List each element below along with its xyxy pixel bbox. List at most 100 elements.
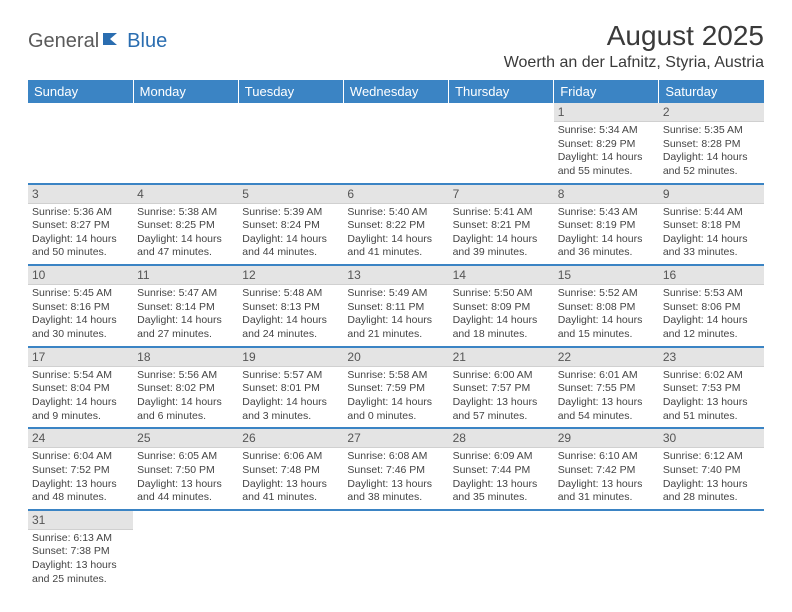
day-line: Sunrise: 6:10 AM [558, 450, 655, 464]
day-line: Sunset: 7:52 PM [32, 464, 129, 478]
day-line: and 54 minutes. [558, 410, 655, 424]
logo: General Blue [28, 20, 167, 53]
day-content: Sunrise: 6:09 AMSunset: 7:44 PMDaylight:… [449, 448, 554, 509]
day-line: and 33 minutes. [663, 246, 760, 260]
day-line: Sunset: 7:40 PM [663, 464, 760, 478]
calendar-day: 8Sunrise: 5:43 AMSunset: 8:19 PMDaylight… [554, 184, 659, 266]
day-line: Sunset: 8:13 PM [242, 301, 339, 315]
day-number: 6 [343, 185, 448, 204]
day-line: and 15 minutes. [558, 328, 655, 342]
calendar-week: 31Sunrise: 6:13 AMSunset: 7:38 PMDayligh… [28, 510, 764, 591]
day-line: Daylight: 14 hours [32, 233, 129, 247]
day-line: Daylight: 14 hours [242, 396, 339, 410]
day-line: Sunrise: 6:01 AM [558, 369, 655, 383]
day-line: and 27 minutes. [137, 328, 234, 342]
day-line: Daylight: 14 hours [558, 314, 655, 328]
day-line: Sunset: 8:18 PM [663, 219, 760, 233]
calendar-body: 1Sunrise: 5:34 AMSunset: 8:29 PMDaylight… [28, 103, 764, 590]
day-line: Sunset: 8:29 PM [558, 138, 655, 152]
location: Woerth an der Lafnitz, Styria, Austria [504, 54, 764, 72]
calendar-day: 24Sunrise: 6:04 AMSunset: 7:52 PMDayligh… [28, 428, 133, 510]
day-content: Sunrise: 5:49 AMSunset: 8:11 PMDaylight:… [343, 285, 448, 346]
calendar-day: 6Sunrise: 5:40 AMSunset: 8:22 PMDaylight… [343, 184, 448, 266]
day-line: Sunset: 7:48 PM [242, 464, 339, 478]
day-number: 29 [554, 429, 659, 448]
day-content: Sunrise: 5:41 AMSunset: 8:21 PMDaylight:… [449, 204, 554, 265]
day-number: 8 [554, 185, 659, 204]
logo-text-blue: Blue [127, 30, 167, 53]
day-line: Sunset: 8:14 PM [137, 301, 234, 315]
day-number: 26 [238, 429, 343, 448]
day-number: 4 [133, 185, 238, 204]
day-content: Sunrise: 5:53 AMSunset: 8:06 PMDaylight:… [659, 285, 764, 346]
day-content: Sunrise: 5:38 AMSunset: 8:25 PMDaylight:… [133, 204, 238, 265]
day-line: Sunset: 8:28 PM [663, 138, 760, 152]
day-line: Sunset: 7:53 PM [663, 382, 760, 396]
day-header: Friday [554, 80, 659, 103]
day-number: 17 [28, 348, 133, 367]
day-line: Sunrise: 5:57 AM [242, 369, 339, 383]
day-content: Sunrise: 5:45 AMSunset: 8:16 PMDaylight:… [28, 285, 133, 346]
day-line: Daylight: 14 hours [558, 151, 655, 165]
calendar-day: 20Sunrise: 5:58 AMSunset: 7:59 PMDayligh… [343, 347, 448, 429]
day-content: Sunrise: 5:43 AMSunset: 8:19 PMDaylight:… [554, 204, 659, 265]
day-line: Daylight: 14 hours [137, 233, 234, 247]
day-line: and 3 minutes. [242, 410, 339, 424]
day-line: Daylight: 14 hours [347, 233, 444, 247]
day-line: Daylight: 13 hours [663, 478, 760, 492]
day-line: Daylight: 14 hours [137, 314, 234, 328]
day-line: and 12 minutes. [663, 328, 760, 342]
day-line: Sunrise: 6:06 AM [242, 450, 339, 464]
day-line: Sunset: 7:42 PM [558, 464, 655, 478]
calendar-day-empty [238, 510, 343, 591]
day-line: and 41 minutes. [242, 491, 339, 505]
calendar-day: 21Sunrise: 6:00 AMSunset: 7:57 PMDayligh… [449, 347, 554, 429]
day-line: Sunset: 7:59 PM [347, 382, 444, 396]
day-line: Sunrise: 6:04 AM [32, 450, 129, 464]
day-line: Sunrise: 5:47 AM [137, 287, 234, 301]
day-line: Sunset: 8:16 PM [32, 301, 129, 315]
day-number: 3 [28, 185, 133, 204]
day-line: and 28 minutes. [663, 491, 760, 505]
day-content: Sunrise: 6:00 AMSunset: 7:57 PMDaylight:… [449, 367, 554, 428]
calendar-day: 15Sunrise: 5:52 AMSunset: 8:08 PMDayligh… [554, 265, 659, 347]
header: General Blue August 2025 Woerth an der L… [28, 20, 764, 72]
day-line: and 51 minutes. [663, 410, 760, 424]
day-content: Sunrise: 5:52 AMSunset: 8:08 PMDaylight:… [554, 285, 659, 346]
calendar-day: 7Sunrise: 5:41 AMSunset: 8:21 PMDaylight… [449, 184, 554, 266]
day-line: Daylight: 13 hours [558, 396, 655, 410]
day-number: 11 [133, 266, 238, 285]
day-line: Daylight: 14 hours [32, 314, 129, 328]
day-line: Sunrise: 5:35 AM [663, 124, 760, 138]
day-line: and 44 minutes. [242, 246, 339, 260]
day-content: Sunrise: 6:06 AMSunset: 7:48 PMDaylight:… [238, 448, 343, 509]
day-content: Sunrise: 5:39 AMSunset: 8:24 PMDaylight:… [238, 204, 343, 265]
calendar-day-empty [449, 510, 554, 591]
day-number: 9 [659, 185, 764, 204]
day-line: Sunrise: 5:41 AM [453, 206, 550, 220]
day-content: Sunrise: 6:04 AMSunset: 7:52 PMDaylight:… [28, 448, 133, 509]
day-header: Monday [133, 80, 238, 103]
day-number: 20 [343, 348, 448, 367]
day-line: Sunrise: 5:50 AM [453, 287, 550, 301]
day-line: Daylight: 14 hours [242, 233, 339, 247]
day-number: 7 [449, 185, 554, 204]
day-number: 25 [133, 429, 238, 448]
day-header: Tuesday [238, 80, 343, 103]
calendar-week: 1Sunrise: 5:34 AMSunset: 8:29 PMDaylight… [28, 103, 764, 184]
day-line: Daylight: 14 hours [453, 233, 550, 247]
day-line: Sunset: 8:04 PM [32, 382, 129, 396]
day-header-row: SundayMondayTuesdayWednesdayThursdayFrid… [28, 80, 764, 103]
day-number: 2 [659, 103, 764, 122]
day-content: Sunrise: 5:50 AMSunset: 8:09 PMDaylight:… [449, 285, 554, 346]
day-content: Sunrise: 5:44 AMSunset: 8:18 PMDaylight:… [659, 204, 764, 265]
day-line: Daylight: 14 hours [32, 396, 129, 410]
calendar-table: SundayMondayTuesdayWednesdayThursdayFrid… [28, 80, 764, 590]
calendar-day-empty [133, 510, 238, 591]
calendar-day: 13Sunrise: 5:49 AMSunset: 8:11 PMDayligh… [343, 265, 448, 347]
day-number: 18 [133, 348, 238, 367]
calendar-day: 9Sunrise: 5:44 AMSunset: 8:18 PMDaylight… [659, 184, 764, 266]
day-line: and 35 minutes. [453, 491, 550, 505]
day-line: and 38 minutes. [347, 491, 444, 505]
day-line: and 50 minutes. [32, 246, 129, 260]
